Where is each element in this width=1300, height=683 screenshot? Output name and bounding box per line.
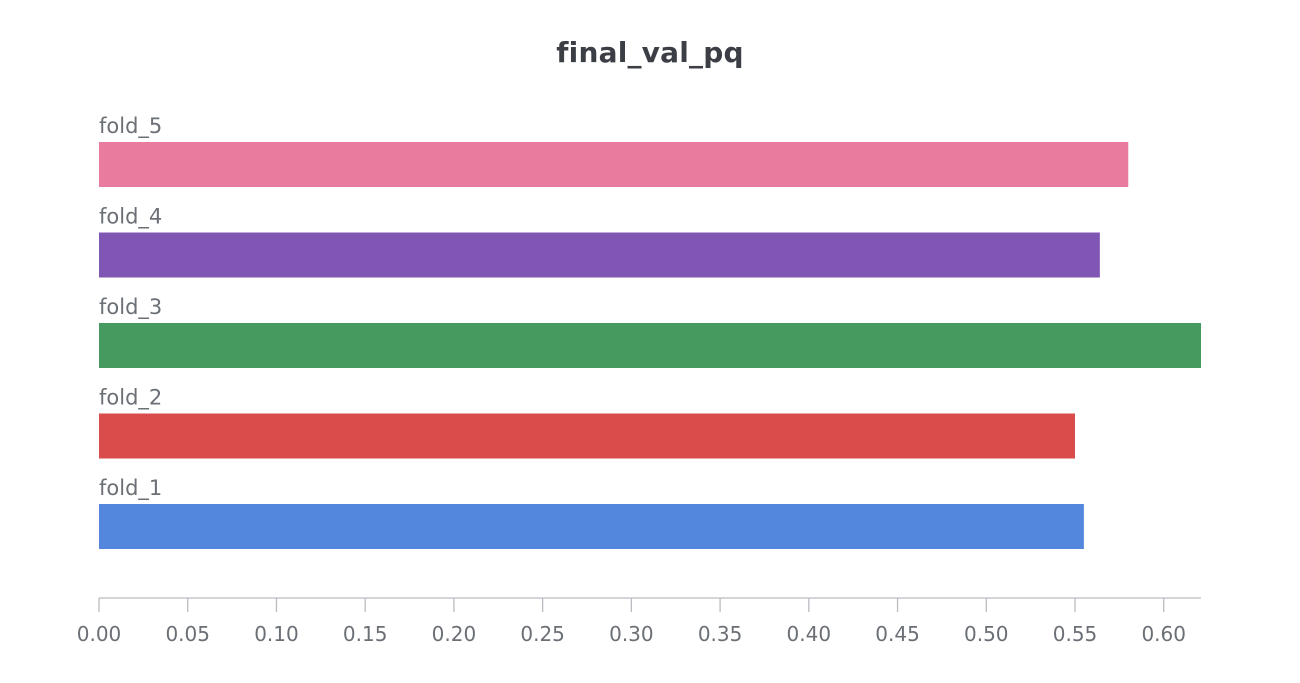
x-tick-label: 0.30 (609, 622, 654, 646)
x-tick-label: 0.20 (432, 622, 477, 646)
x-tick-label: 0.35 (698, 622, 743, 646)
bar-label-fold-2: fold_2 (99, 386, 162, 411)
x-tick-label: 0.40 (787, 622, 832, 646)
x-tick-label: 0.60 (1141, 622, 1186, 646)
x-tick-label: 0.05 (165, 622, 210, 646)
bar-fold-4[interactable] (99, 232, 1100, 278)
bar-fold-1[interactable] (99, 504, 1084, 549)
chart-title: final_val_pq (556, 36, 744, 69)
x-tick-label: 0.25 (520, 622, 565, 646)
x-tick-label: 0.10 (254, 622, 299, 646)
x-tick-label: 0.45 (875, 622, 920, 646)
x-tick-label: 0.55 (1053, 622, 1098, 646)
bar-label-fold-4: fold_4 (99, 205, 162, 230)
x-tick-label: 0.00 (77, 622, 122, 646)
x-tick-label: 0.15 (343, 622, 388, 646)
bar-fold-5[interactable] (99, 142, 1129, 187)
bar-fold-3[interactable] (99, 323, 1201, 368)
bar-label-fold-5: fold_5 (99, 114, 162, 139)
bar-label-fold-1: fold_1 (99, 476, 162, 501)
bar-label-fold-3: fold_3 (99, 295, 162, 320)
bar-fold-2[interactable] (99, 413, 1076, 459)
x-tick-label: 0.50 (964, 622, 1009, 646)
